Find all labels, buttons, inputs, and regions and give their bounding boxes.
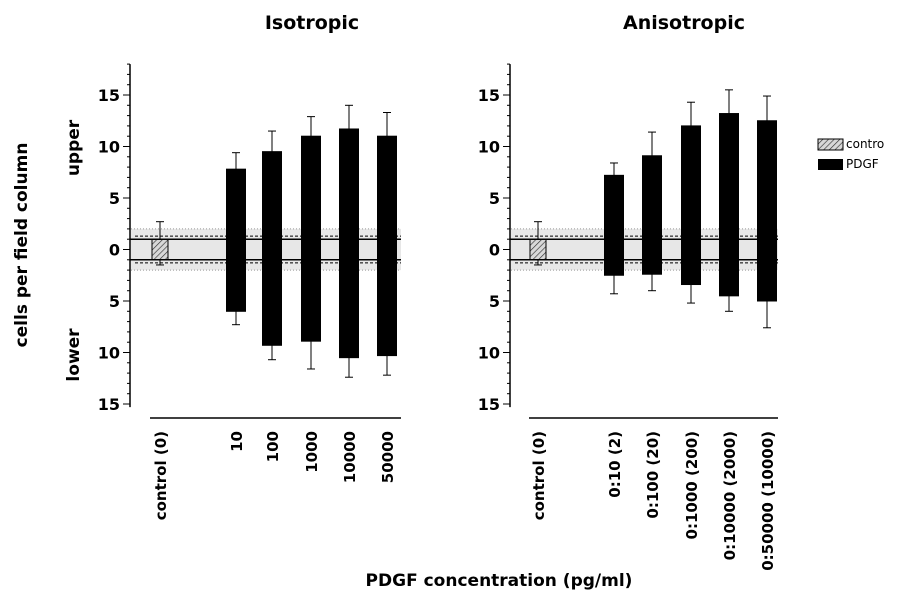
y-tick-label: 10: [98, 138, 120, 157]
upper-region-label: upper: [64, 119, 84, 176]
x-tick-label: 0:10 (2): [606, 431, 624, 498]
panel-title-anisotropic: Anisotropic: [623, 12, 745, 34]
legend-label-pdgf: PDGF: [846, 157, 879, 171]
y-tick-label: 5: [109, 189, 120, 208]
x-tick-label: 0:50000 (10000): [759, 431, 777, 571]
y-tick-label: 15: [98, 395, 120, 414]
bar-pdgf: [262, 151, 282, 346]
panel-anisotropic: 15 10 5 0 5 10 15 control (0) 0:10 (2) 0:100 (20)…: [478, 63, 778, 571]
y-tick-label: 15: [478, 395, 500, 414]
x-tick-label: 0:10000 (2000): [721, 431, 739, 560]
bar-pdgf: [642, 155, 662, 275]
y-tick-label: 5: [489, 292, 500, 311]
bar-pdgf: [604, 174, 624, 276]
lower-region-label: lower: [64, 328, 84, 382]
y-tick-label: 5: [489, 189, 500, 208]
bar-control: [529, 238, 547, 261]
y-tick-label: 15: [98, 86, 120, 105]
legend-label-control: contro: [846, 137, 884, 151]
bar-pdgf: [757, 120, 777, 302]
x-tick-label: 100: [264, 431, 282, 462]
y-tick-label: 0: [109, 241, 120, 260]
bar-pdgf: [681, 125, 701, 286]
x-tick-label: 50000: [379, 431, 397, 483]
bar-control: [151, 238, 169, 261]
legend: contro PDGF: [817, 137, 884, 171]
y-tick-label: 5: [109, 292, 120, 311]
y-tick-label: 10: [98, 344, 120, 363]
bar-pdgf: [226, 168, 246, 312]
panel-title-isotropic: Isotropic: [265, 12, 359, 34]
bar-pdgf: [339, 128, 359, 359]
y-tick-label: 10: [478, 344, 500, 363]
y-axis-label: cells per field column: [12, 143, 32, 348]
y-tick-label: 10: [478, 138, 500, 157]
x-tick-label: control (0): [152, 431, 170, 520]
y-tick-label: 15: [478, 86, 500, 105]
x-tick-label: 0:100 (20): [644, 431, 662, 519]
x-tick-label: 1000: [303, 431, 321, 473]
y-tick-label: 0: [489, 241, 500, 260]
panel-isotropic: 15 10 5 0 5 10 15 control (0) 10 100 1000 10000 5000…: [98, 63, 401, 520]
legend-swatch-pdgf: [818, 159, 843, 170]
bar-pdgf: [719, 113, 739, 297]
legend-swatch-control: [817, 138, 844, 151]
x-tick-label: 10: [228, 431, 246, 452]
x-tick-label: 0:1000 (200): [683, 431, 701, 539]
x-tick-label: control (0): [530, 431, 548, 520]
x-tick-label: 10000: [341, 431, 359, 483]
x-axis-label: PDGF concentration (pg/ml): [366, 571, 633, 591]
bar-pdgf: [377, 135, 397, 357]
